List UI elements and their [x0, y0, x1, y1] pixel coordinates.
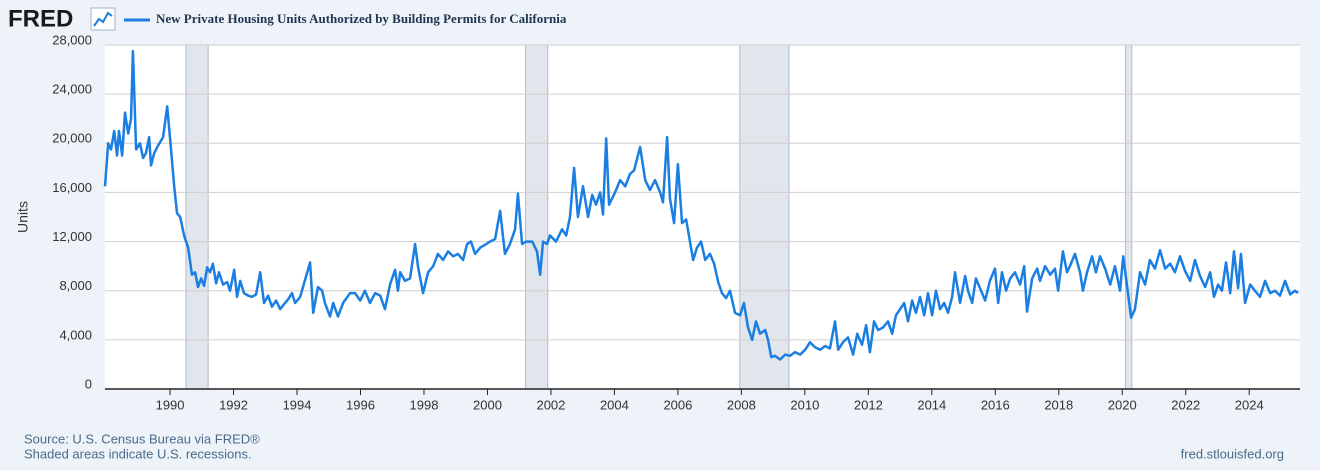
recession-band — [185, 44, 209, 390]
x-tick-label: 1998 — [410, 397, 439, 412]
x-tick-label: 2000 — [473, 397, 502, 412]
x-tick-label: 2010 — [790, 397, 819, 412]
y-tick-label: 24,000 — [52, 82, 92, 97]
plot-background — [105, 45, 1300, 389]
y-tick-label: 28,000 — [52, 32, 92, 47]
y-tick-label: 16,000 — [52, 180, 92, 195]
x-tick-label: 2018 — [1044, 397, 1073, 412]
recession-band — [1124, 44, 1133, 390]
plot-area — [105, 44, 1300, 390]
x-tick-label: 2014 — [917, 397, 946, 412]
x-tick-label: 2024 — [1235, 397, 1264, 412]
y-tick-label: 4,000 — [59, 327, 92, 342]
x-tick-label: 1994 — [283, 397, 312, 412]
logo: FRED — [8, 5, 73, 32]
x-tick-label: 2020 — [1108, 397, 1137, 412]
logo-icon — [90, 7, 116, 31]
x-tick-label: 2022 — [1171, 397, 1200, 412]
legend-entry: New Private Housing Units Authorized by … — [156, 11, 567, 26]
x-tick-label: 2008 — [727, 397, 756, 412]
y-tick-label: 20,000 — [52, 131, 92, 146]
x-tick-label: 1992 — [219, 397, 248, 412]
source: Source: U.S. Census Bureau via FRED® — [24, 431, 260, 446]
x-tick-label: 2016 — [981, 397, 1010, 412]
y-tick-label: 0 — [85, 376, 92, 391]
recession-note: Shaded areas indicate U.S. recessions. — [24, 446, 252, 461]
x-tick-label: 2002 — [536, 397, 565, 412]
x-tick-label: 1996 — [346, 397, 375, 412]
x-tick-label: 1990 — [156, 397, 185, 412]
y-axis-label: Units — [15, 201, 31, 233]
url: fred.stlouisfed.org — [1181, 446, 1284, 461]
recession-band — [525, 44, 549, 390]
y-tick-label: 12,000 — [52, 229, 92, 244]
x-tick-label: 2012 — [854, 397, 883, 412]
data-line — [103, 49, 1299, 361]
x-tick-label: 2006 — [663, 397, 692, 412]
recession-band — [739, 44, 790, 390]
y-tick-label: 8,000 — [59, 278, 92, 293]
x-tick-label: 2004 — [600, 397, 629, 412]
